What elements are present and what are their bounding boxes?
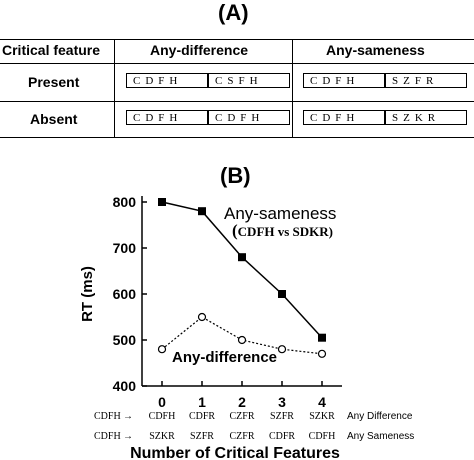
- data-point-any-sameness: [158, 198, 166, 206]
- data-point-any-sameness: [238, 253, 246, 262]
- string-box: SZFR: [385, 73, 467, 88]
- data-point-any-sameness: [198, 207, 206, 216]
- pair-base-string: CDFH: [94, 431, 121, 442]
- table-row-border: [0, 101, 474, 102]
- string-box: CDFH: [303, 110, 385, 125]
- pair-base-string: CDFH: [94, 411, 121, 422]
- header-any-difference: Any-difference: [150, 42, 249, 58]
- row-label-absent: Absent: [30, 111, 78, 127]
- y-tick-label: 600: [113, 286, 137, 302]
- y-tick-label: 500: [113, 332, 137, 348]
- series-note-open-paren: (: [232, 221, 238, 240]
- table-header-border: [0, 63, 474, 64]
- x-tick-label: 2: [238, 394, 246, 410]
- table-col-divider-2: [292, 39, 293, 137]
- panel-b-label: (B): [220, 163, 251, 188]
- pair-row-condition: Any Difference: [347, 411, 413, 422]
- pair-string: CZFR: [229, 411, 255, 422]
- pair-string: CDFH: [148, 411, 176, 422]
- string-box: SZKR: [385, 110, 467, 125]
- y-axis-label: RT (ms): [79, 266, 96, 322]
- table-top-border: [0, 39, 474, 40]
- pair-string: CDFR: [268, 431, 296, 442]
- pair-row-condition: Any Sameness: [347, 431, 415, 442]
- pair-string: SZFR: [270, 411, 294, 422]
- series-label-any-sameness: Any-sameness: [224, 204, 337, 223]
- pair-string: SZFR: [190, 431, 214, 442]
- table-bottom-border: [0, 137, 474, 138]
- y-tick-label: 800: [113, 194, 137, 210]
- header-critical-feature: Critical feature: [2, 42, 101, 58]
- data-point-any-difference: [197, 312, 207, 322]
- row-label-present: Present: [28, 74, 80, 90]
- x-tick-label: 0: [158, 394, 166, 410]
- x-axis-label: Number of Critical Features: [130, 445, 340, 460]
- string-box: CDFH: [126, 73, 208, 88]
- x-tick-label: 4: [318, 394, 326, 410]
- header-any-sameness: Any-sameness: [326, 42, 425, 58]
- series-label-any-difference: Any-difference: [172, 349, 278, 366]
- data-point-any-difference: [157, 345, 167, 354]
- string-box: CSFH: [208, 73, 290, 88]
- string-box: CDFH: [126, 110, 208, 125]
- pair-string: SZKR: [309, 411, 335, 422]
- data-point-any-difference: [277, 345, 287, 354]
- arrow-icon: →: [123, 411, 133, 422]
- data-point-any-sameness: [318, 333, 326, 342]
- panel-a-label: (A): [218, 0, 249, 25]
- pair-string: CDFR: [188, 411, 216, 422]
- arrow-icon: →: [123, 431, 133, 442]
- table-col-divider-1: [114, 39, 115, 137]
- data-point-any-difference: [237, 335, 247, 345]
- pair-string: CZFR: [229, 431, 255, 442]
- data-point-any-sameness: [278, 290, 286, 298]
- series-label-any-sameness-note: (CDFH vs SDKR): [232, 221, 333, 241]
- string-box: CDFH: [208, 110, 290, 125]
- pair-string: CDFH: [308, 431, 336, 442]
- string-box: CDFH: [303, 73, 385, 88]
- pair-string: SZKR: [149, 431, 175, 442]
- x-tick-label: 3: [278, 394, 286, 410]
- x-tick-label: 1: [198, 394, 206, 410]
- y-tick-label: 400: [113, 378, 137, 394]
- series-note-text: CDFH vs SDKR): [237, 224, 334, 239]
- data-point-any-difference: [317, 349, 327, 358]
- y-tick-label: 700: [113, 240, 137, 256]
